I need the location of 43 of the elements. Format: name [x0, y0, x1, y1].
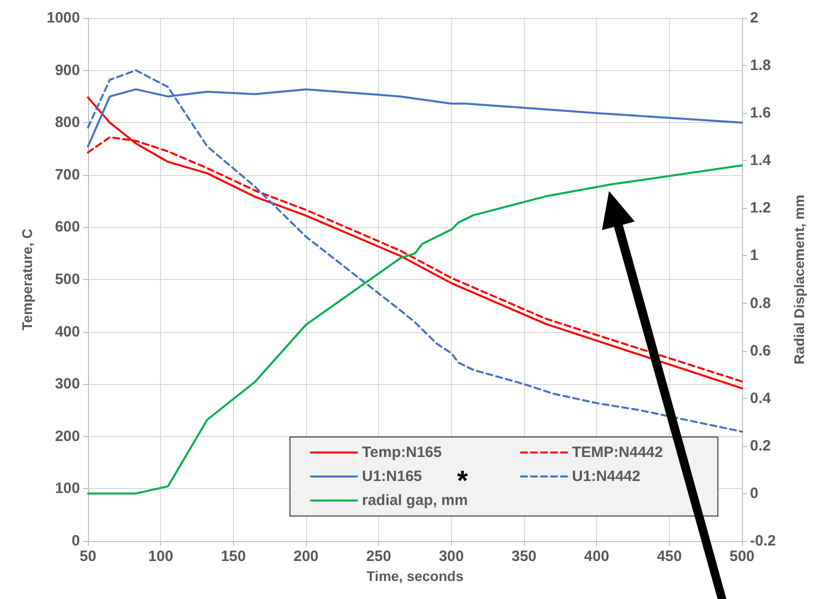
x-tick-label: 400	[584, 548, 610, 565]
line-series	[87, 69, 743, 433]
y-tick-label: 600	[54, 218, 80, 236]
y-tick-label: 700	[54, 166, 80, 184]
y2-tick-label: 0.6	[750, 342, 771, 360]
y-axis-title: Temperature, C	[19, 228, 35, 330]
y2-tick-label: 1	[750, 247, 758, 264]
legend-label: Temp:N165	[362, 444, 442, 461]
x-tick-label: 500	[729, 548, 755, 565]
y2-tick-label: 1.4	[750, 152, 772, 170]
x-tick-label: 150	[220, 548, 246, 565]
y-tick-label: 200	[54, 428, 80, 445]
legend-label: U1:N4442	[572, 468, 640, 485]
y2-tick-label: 1.8	[750, 57, 771, 74]
y-tick-label: 900	[54, 62, 80, 79]
line-series	[87, 164, 743, 494]
y2-axis-title: Radial Displacement, mm	[791, 194, 807, 364]
y2-tick-label: 2	[750, 10, 758, 26]
x-tick-label: 200	[293, 548, 319, 565]
y-tick-label: 1000	[46, 10, 80, 26]
x-tick-label: 300	[438, 548, 464, 565]
y2-tick-label: 1.2	[750, 200, 771, 217]
x-tick-label: 50	[80, 548, 96, 565]
y-tick-label: 400	[54, 323, 80, 340]
y2-tick-label: 0.4	[750, 390, 772, 407]
y2-tick-label: 0.8	[750, 294, 771, 312]
y-tick-label: 500	[54, 271, 80, 288]
x-tick-label: 250	[366, 548, 392, 565]
y2-tick-label: 0	[750, 484, 758, 502]
line-series	[87, 96, 743, 390]
y-tick-label: 0	[72, 532, 80, 550]
y-tick-label: 100	[54, 480, 80, 498]
y2-tick-label: 1.6	[750, 104, 771, 122]
x-tick-label: 100	[148, 548, 174, 565]
legend-label: U1:N165	[362, 468, 422, 485]
y2-tick-label: 0.2	[750, 437, 771, 454]
x-tick-label: 450	[656, 548, 682, 565]
y-tick-label: 800	[54, 114, 80, 132]
x-tick-label: 350	[511, 548, 537, 565]
y-tick-label: 300	[54, 376, 80, 393]
x-axis-title: Time, seconds	[366, 568, 464, 584]
y2-tick-label: -0.2	[750, 532, 776, 550]
legend-label: TEMP:N4442	[572, 444, 663, 461]
